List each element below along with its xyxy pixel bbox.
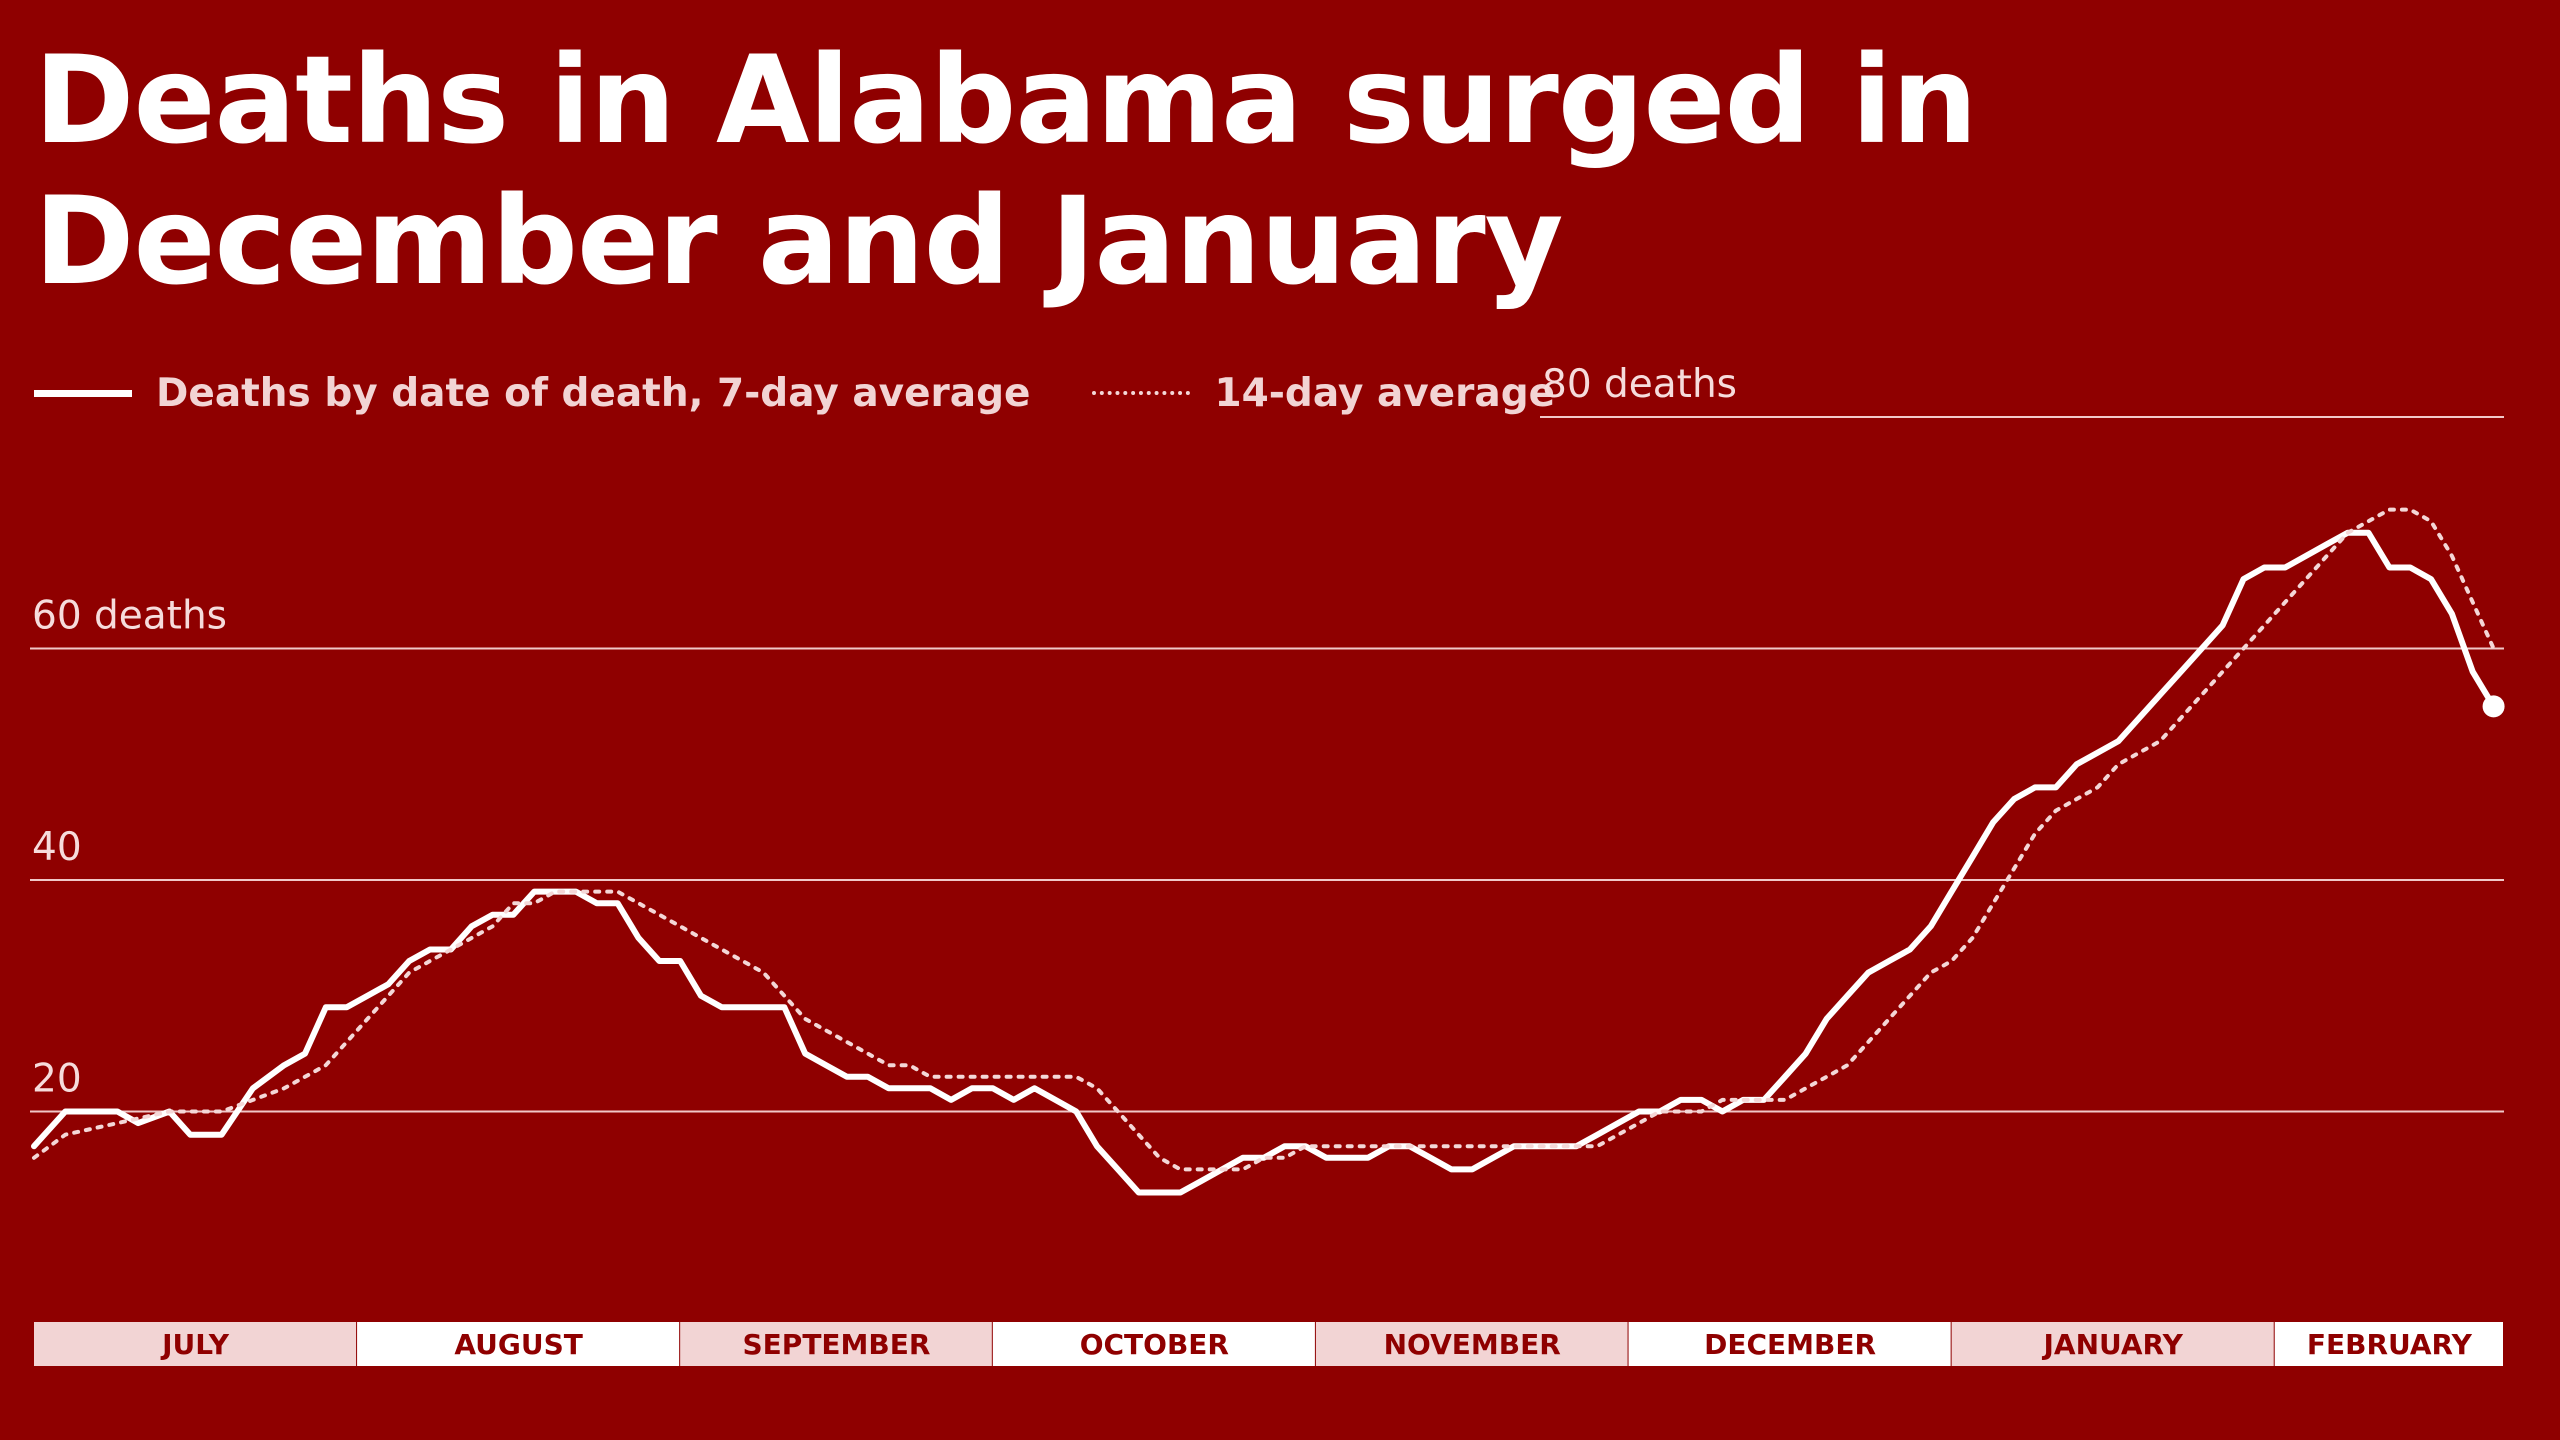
month-band-november	[1315, 1322, 1628, 1366]
month-band-august	[357, 1322, 680, 1366]
legend-label-7day: Deaths by date of death, 7-day average	[156, 370, 1031, 416]
month-band-january	[1951, 1322, 2274, 1366]
month-band-december	[1628, 1322, 1951, 1366]
y-tick-label-40: 40	[32, 825, 82, 870]
month-label-july: JULY	[160, 1328, 230, 1361]
legend-dotted-line-icon	[1092, 391, 1191, 395]
y-tick-label-20: 20	[32, 1057, 82, 1102]
series-line-7day	[31, 529, 2497, 1196]
month-label-august: AUGUST	[454, 1328, 583, 1361]
month-label-december: DECEMBER	[1704, 1328, 1876, 1361]
month-label-february: FEBRUARY	[2307, 1328, 2473, 1361]
chart-title-line-1: Deaths in Alabama surged in	[34, 30, 1978, 171]
month-label-september: SEPTEMBER	[743, 1328, 931, 1361]
series-end-marker	[2482, 695, 2505, 718]
month-label-november: NOVEMBER	[1384, 1328, 1561, 1361]
y-tick-label-80: 80 deaths	[1542, 362, 1737, 407]
legend-label-14day: 14-day average	[1214, 370, 1556, 416]
chart-title-line-2: December and January	[34, 171, 1564, 312]
month-band-september	[680, 1322, 992, 1366]
y-tick-label-60: 60 deaths	[32, 594, 227, 639]
month-band-july	[34, 1322, 357, 1366]
month-band-february	[2274, 1322, 2503, 1366]
series-line-14day	[32, 507, 2496, 1172]
month-label-january: JANUARY	[2041, 1328, 2183, 1361]
legend-solid-line-icon	[34, 389, 132, 397]
month-label-october: OCTOBER	[1080, 1328, 1229, 1361]
month-band-october	[992, 1322, 1315, 1366]
chart-legend: Deaths by date of death, 7-day average 1…	[34, 363, 1555, 423]
